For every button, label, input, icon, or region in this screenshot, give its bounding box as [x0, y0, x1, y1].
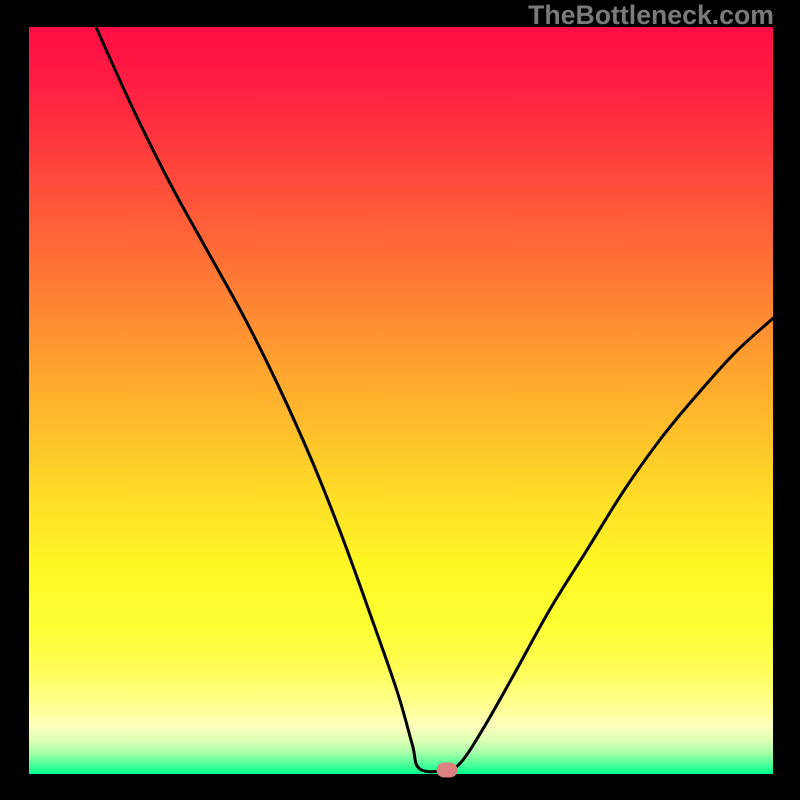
chart-container: TheBottleneck.com [0, 0, 800, 800]
watermark-text: TheBottleneck.com [528, 0, 774, 31]
bottleneck-curve [29, 27, 773, 774]
plot-area [29, 27, 773, 774]
optimum-marker [437, 763, 458, 778]
watermark-label: TheBottleneck.com [528, 0, 774, 30]
